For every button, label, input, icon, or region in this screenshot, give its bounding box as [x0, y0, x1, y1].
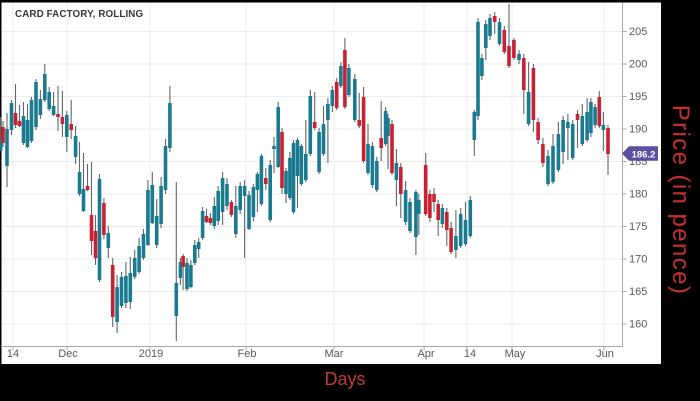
svg-text:200: 200 [629, 59, 647, 71]
svg-text:186.2: 186.2 [632, 149, 656, 160]
svg-text:160: 160 [629, 319, 647, 331]
svg-text:180: 180 [629, 189, 647, 201]
svg-text:170: 170 [629, 254, 647, 266]
svg-text:2019: 2019 [139, 348, 163, 360]
svg-text:14: 14 [7, 348, 19, 360]
svg-text:14: 14 [464, 348, 476, 360]
svg-text:Feb: Feb [238, 348, 257, 360]
svg-text:195: 195 [629, 91, 647, 103]
svg-text:190: 190 [629, 124, 647, 136]
svg-text:Dec: Dec [58, 348, 78, 360]
svg-text:Apr: Apr [417, 348, 434, 360]
svg-text:May: May [505, 348, 526, 360]
svg-text:175: 175 [629, 221, 647, 233]
svg-text:205: 205 [629, 26, 647, 38]
svg-text:165: 165 [629, 286, 647, 298]
svg-text:Jun: Jun [596, 348, 614, 360]
svg-text:Mar: Mar [325, 348, 344, 360]
